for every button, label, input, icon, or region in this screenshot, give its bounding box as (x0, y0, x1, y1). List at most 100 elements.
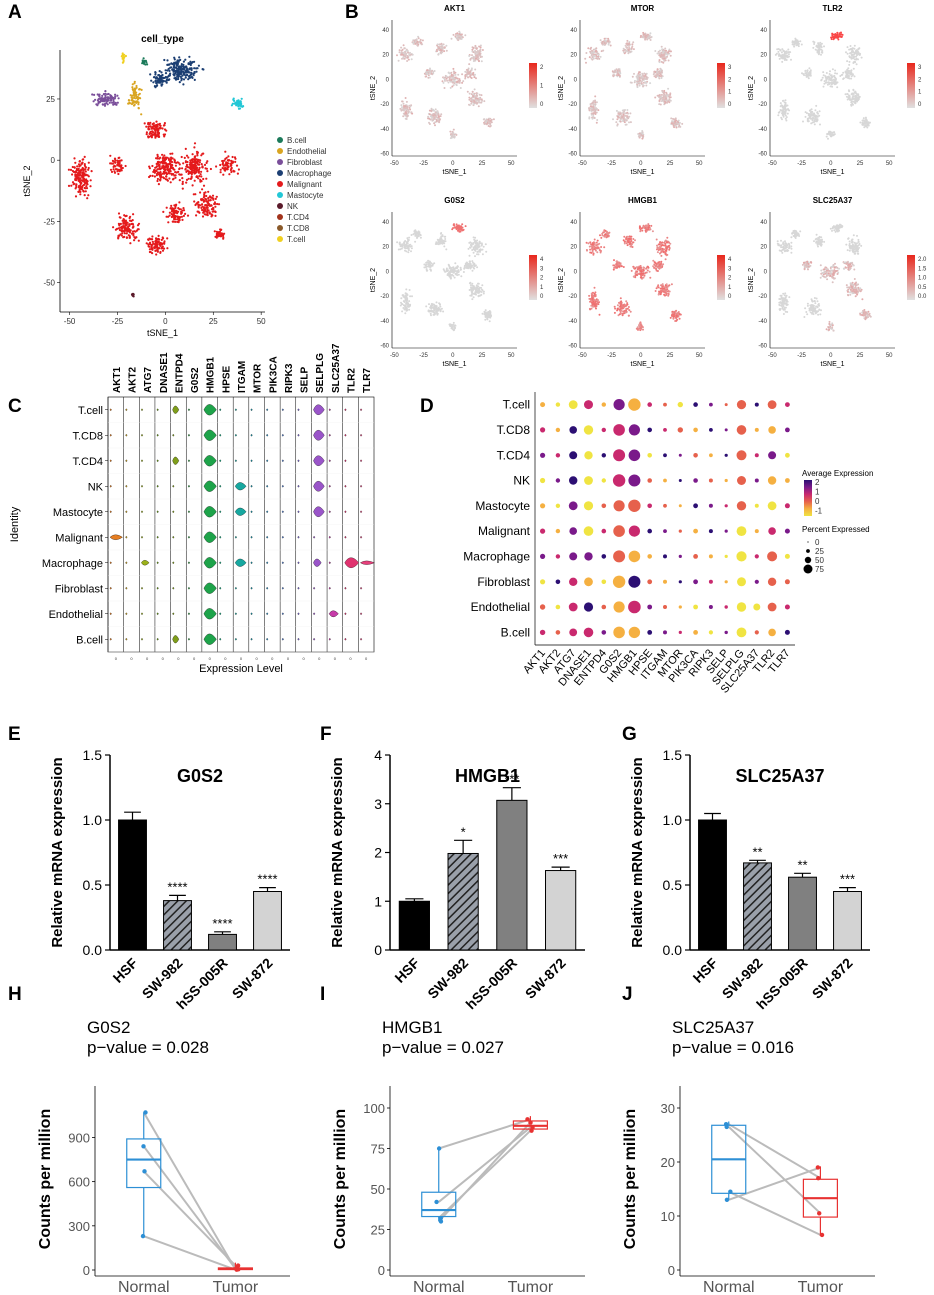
tsne-point-Malignant (182, 207, 185, 210)
feature-point (406, 115, 409, 118)
tsne-point-Malignant (130, 219, 133, 223)
tsne-point-Malignant (156, 179, 159, 183)
feature-point (668, 48, 671, 51)
tsne-point-Malignant (172, 177, 175, 180)
feature-point (458, 228, 461, 231)
tsne-point-Endothelial (132, 89, 135, 92)
feature-y-label: tSNE_2 (558, 76, 565, 100)
tsne-point-Malignant (82, 183, 86, 186)
tsne-point-Malignant (223, 232, 226, 235)
feature-point (401, 310, 404, 313)
feature-point (405, 301, 408, 303)
tsne-point-Malignant (85, 187, 89, 190)
tsne-point-Malignant (153, 175, 156, 178)
feature-point (787, 48, 790, 51)
tsne-point-Macrophage (175, 66, 178, 70)
tsne-point-Malignant (73, 182, 76, 185)
feature-point (819, 41, 822, 44)
feature-point (479, 248, 482, 251)
feature-point (432, 119, 435, 122)
tsne-point-Fibroblast (96, 99, 99, 102)
tsne-point-Malignant (174, 220, 177, 223)
feature-point (601, 232, 604, 235)
feature-point (451, 327, 454, 330)
feature-point (471, 291, 474, 294)
feature-point (626, 109, 629, 111)
tsne-point-Malignant (156, 129, 159, 132)
tsne-point-T.cell (121, 56, 125, 60)
feature-point (594, 99, 597, 102)
tsne-point-Malignant (152, 122, 155, 125)
tsne-point-Malignant (121, 232, 124, 235)
feature-point (585, 61, 587, 64)
feature-point (460, 275, 463, 278)
feature-point (474, 52, 477, 55)
feature-point (411, 295, 413, 298)
feature-point (476, 253, 478, 256)
feature-point (594, 101, 597, 104)
feature-point (866, 122, 869, 124)
feature-point (453, 136, 456, 139)
tsne-point-Endothelial (132, 104, 136, 107)
feature-point (622, 118, 625, 121)
feature-point (781, 60, 784, 63)
feature-point (449, 137, 452, 140)
feature-point (848, 95, 851, 98)
feature-point (863, 126, 866, 129)
tsne-point-Malignant (118, 159, 122, 162)
tsne-point-Malignant (85, 185, 88, 188)
tsne-point-Macrophage (173, 56, 176, 59)
feature-point (402, 54, 405, 56)
feature-point (396, 241, 399, 244)
feature-point (419, 236, 422, 239)
feature-point (629, 121, 632, 124)
tsne-point-Malignant (155, 169, 158, 172)
tsne-point-Malignant (83, 186, 86, 190)
feature-point (825, 78, 828, 81)
tsne-point-Malignant (145, 131, 148, 134)
feature-point (480, 291, 483, 293)
feature-point (847, 67, 850, 70)
tsne-point-Macrophage (182, 72, 185, 75)
tsne-point-Malignant (202, 198, 205, 201)
tsne-point-Mastocyte (237, 103, 240, 106)
tsne-point-Macrophage (179, 71, 182, 74)
tsne-point-Malignant (175, 203, 178, 207)
feature-point (848, 60, 851, 63)
feature-point (485, 250, 488, 253)
tsne-point-Malignant (165, 162, 168, 166)
feature-point (425, 269, 428, 272)
feature-point (607, 232, 610, 235)
feature-point (431, 116, 434, 119)
feature-point (846, 70, 848, 72)
feature-point (405, 250, 408, 253)
feature-point (650, 36, 653, 38)
feature-point (440, 113, 443, 116)
feature-point (438, 308, 441, 311)
tsne-point-Malignant (214, 197, 217, 200)
feature-point (480, 94, 483, 97)
feature-point (786, 112, 789, 115)
feature-point (806, 119, 809, 122)
feature-point (622, 49, 625, 52)
panel-label-C: C (8, 396, 22, 417)
feature-point (657, 72, 660, 75)
feature-point (472, 58, 475, 61)
feature-point (593, 109, 596, 112)
legend-label-Malignant: Malignant (287, 180, 322, 189)
feature-point (814, 116, 817, 119)
feature-point (625, 119, 628, 122)
feature-point (639, 73, 642, 76)
tsne-point-Malignant (185, 154, 189, 157)
tsne-point-Malignant (121, 226, 124, 229)
feature-point (784, 58, 787, 61)
tsne-point-Malignant (183, 156, 186, 159)
feature-point (852, 67, 855, 70)
tsne-point-Malignant (232, 169, 235, 172)
tsne-point-Fibroblast (101, 103, 105, 106)
feature-point (661, 56, 664, 59)
feature-point (438, 121, 441, 124)
tsne-point-Malignant (181, 187, 184, 190)
tsne-y-label: tSNE_2 (22, 165, 32, 196)
